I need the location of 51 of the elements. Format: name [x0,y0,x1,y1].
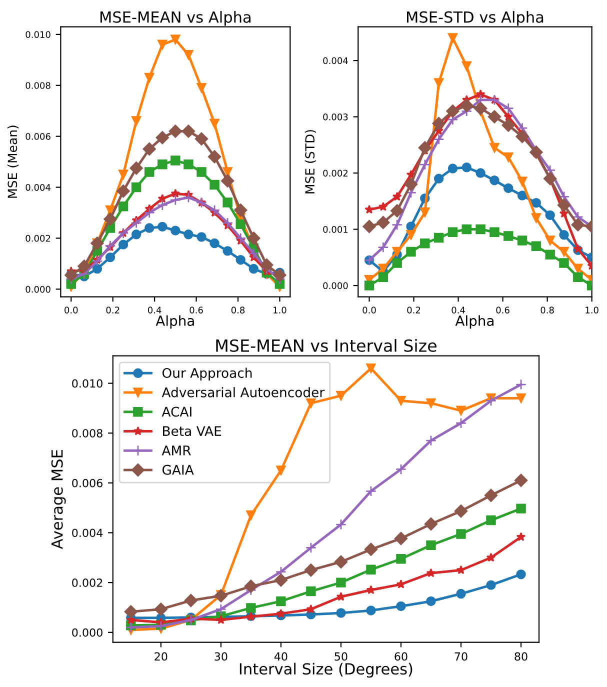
x-tick-label: 50 [334,652,348,661]
x-tick-label: 70 [454,652,468,661]
x-tick-label: 0.4 [452,306,465,314]
x-tick-label: 0.6 [496,306,510,314]
y-tick-label: 0.002 [72,578,102,587]
y-tick-label: 0.000 [72,628,102,637]
x-tick-label: 1.0 [274,306,286,314]
x-tick-label: 60 [394,652,408,661]
chart-title: MSE-STD vs Alpha [406,11,544,26]
y-tick-label: 0.002 [323,170,348,177]
x-axis-title: Alpha [455,315,494,329]
x-tick-label: 30 [214,652,228,661]
x-tick-label: 0.8 [231,306,245,314]
x-axis-title: Interval Size (Degrees) [240,662,412,678]
x-tick-label: 0.2 [106,306,120,314]
legend-label: Adversarial Autoencoder [162,387,325,398]
x-tick-label: 0.4 [148,306,162,314]
legend-label: GAIA [162,464,194,475]
x-tick-label: 0.2 [407,306,420,314]
legend-label: AMR [162,446,191,456]
x-tick-label: 1.0 [586,306,598,314]
chart-title: MSE-MEAN vs Alpha [100,11,250,26]
legend-label: ACAI [162,406,192,417]
x-tick-label: 0.0 [64,306,78,314]
y-tick-label: 0.006 [26,133,50,140]
x-tick-label: 0.6 [190,306,203,314]
y-tick-label: 0.000 [26,286,50,293]
x-tick-label: 0.8 [540,306,554,314]
legend-label: Our Approach [162,368,252,381]
y-tick-label: 0.004 [323,57,348,64]
y-axis-title: MSE (Mean) [7,126,19,198]
y-tick-label: 0.003 [323,114,348,120]
y-tick-label: 0.000 [323,282,348,290]
legend-label: Beta VAE [163,426,222,436]
y-tick-label: 0.010 [26,31,50,38]
chart-title: MSE-MEAN vs Interval Size [216,339,436,352]
y-tick-label: 0.001 [323,226,348,233]
x-tick-label: 40 [274,652,288,661]
x-axis-title: Alpha [156,315,194,329]
x-tick-label: 20 [154,652,168,661]
y-tick-label: 0.008 [26,82,50,89]
y-tick-label: 0.006 [72,478,102,488]
y-tick-label: 0.004 [26,184,50,191]
y-axis-title: Average MSE [51,450,66,550]
y-tick-label: 0.008 [72,429,102,438]
y-tick-label: 0.002 [26,234,50,242]
y-tick-label: 0.004 [72,528,103,538]
y-axis-title: MSE (STD) [304,130,316,194]
x-tick-label: 0.0 [362,306,376,314]
y-tick-label: 0.010 [72,379,102,388]
x-tick-label: 80 [514,652,528,661]
